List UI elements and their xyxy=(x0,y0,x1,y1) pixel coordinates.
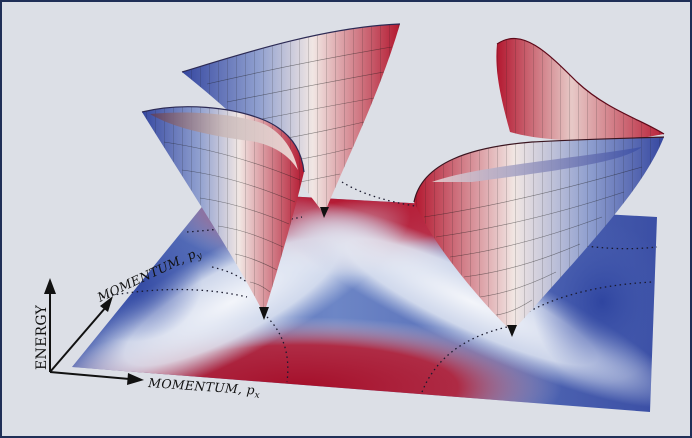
dirac-cone-front-right xyxy=(413,136,665,337)
momentum-x-axis-label: MOMENTUM, px xyxy=(147,375,261,401)
dirac-cone-front-left xyxy=(141,106,305,320)
momentum-y-axis xyxy=(49,306,107,373)
axes xyxy=(44,278,144,385)
energy-axis-label: ENERGY xyxy=(34,304,50,370)
dirac-cone-back-right xyxy=(496,38,665,142)
momentum-x-axis xyxy=(49,371,131,380)
